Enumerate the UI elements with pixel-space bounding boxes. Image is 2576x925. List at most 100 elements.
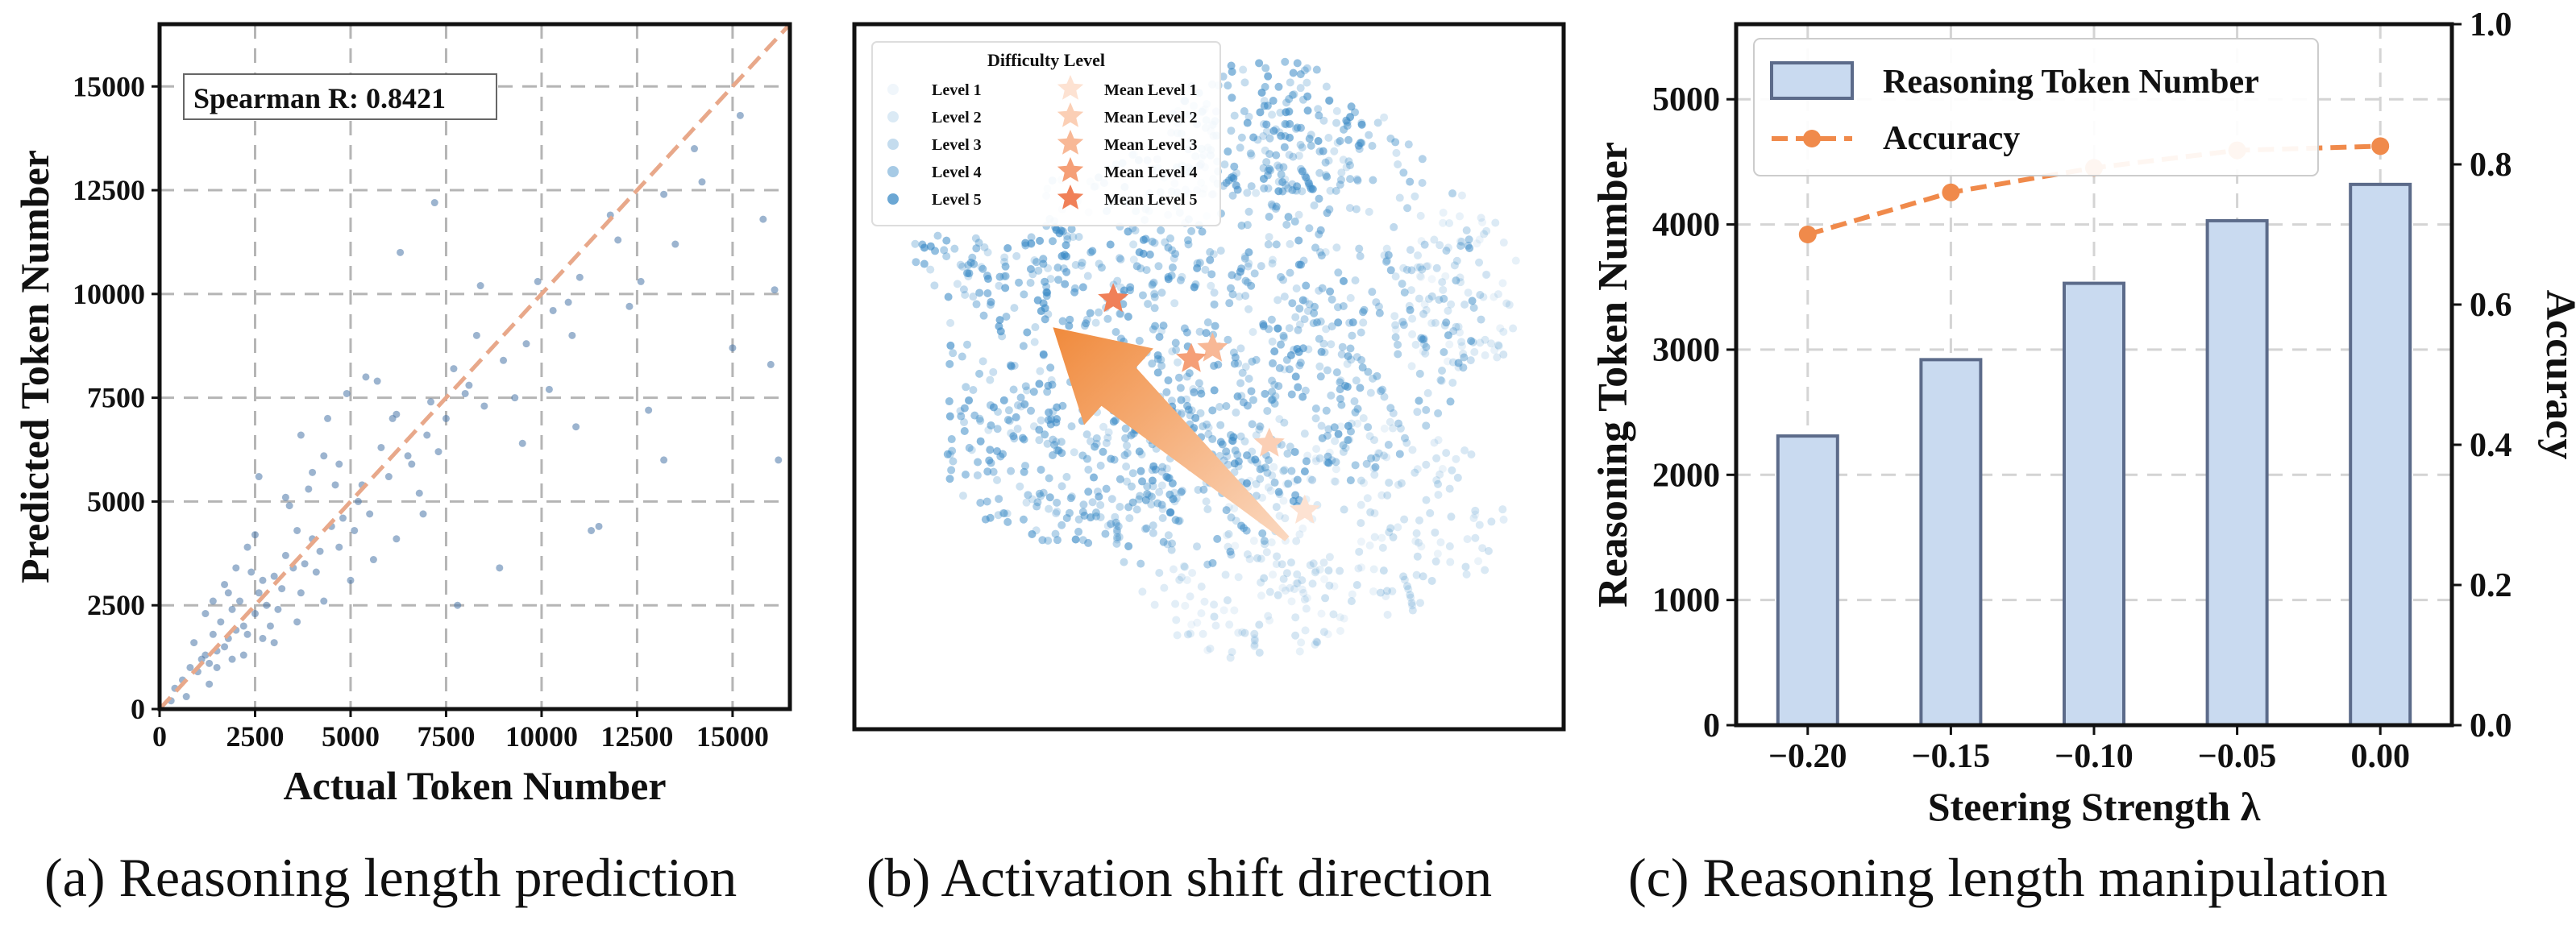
activation-point (1415, 516, 1423, 525)
activation-point (1401, 433, 1410, 442)
activation-point (958, 262, 967, 271)
activation-point (1273, 296, 1282, 305)
activation-point (1103, 521, 1112, 530)
activation-point (1298, 167, 1307, 176)
y2-tick-label: 0.4 (2470, 427, 2512, 464)
activation-point (1001, 262, 1010, 271)
activation-point (1470, 347, 1479, 356)
activation-point (1307, 141, 1315, 150)
activation-point (1400, 575, 1409, 584)
activation-point (1275, 490, 1284, 499)
activation-point (1475, 235, 1484, 244)
activation-point (1343, 359, 1352, 368)
activation-point (1418, 178, 1427, 187)
activation-point (1190, 283, 1199, 292)
activation-point (1390, 312, 1399, 321)
activation-point (1175, 575, 1184, 584)
activation-point (945, 412, 954, 421)
activation-point (1037, 465, 1045, 474)
scatter-point (255, 473, 263, 481)
activation-point (1150, 304, 1159, 313)
activation-point (1224, 503, 1233, 512)
activation-point (1284, 213, 1293, 222)
legend-mean-label: Mean Level 5 (1104, 191, 1198, 209)
activation-point (1230, 162, 1239, 171)
scatter-point (293, 526, 301, 534)
activation-point (1311, 568, 1319, 577)
activation-point (1264, 612, 1273, 620)
activation-point (1129, 255, 1138, 264)
activation-point (1197, 609, 1206, 618)
activation-point (1227, 127, 1236, 135)
activation-point (1327, 295, 1336, 304)
activation-point (1078, 283, 1087, 292)
activation-point (1423, 388, 1432, 397)
activation-point (1067, 422, 1076, 431)
activation-point (1282, 569, 1291, 578)
activation-point (1311, 454, 1320, 463)
activation-point (1261, 389, 1269, 398)
activation-point (994, 408, 1003, 417)
activation-point (1270, 347, 1279, 356)
activation-point (1045, 493, 1054, 502)
activation-point (1285, 151, 1294, 160)
activation-point (1065, 508, 1074, 517)
activation-point (1462, 570, 1471, 579)
activation-point (1438, 464, 1447, 473)
activation-point (1279, 276, 1288, 284)
activation-point (1263, 468, 1272, 477)
activation-point (995, 495, 1003, 504)
activation-point (1295, 647, 1304, 656)
activation-point (1327, 340, 1336, 349)
activation-point (1315, 286, 1323, 295)
activation-point (1490, 292, 1498, 301)
activation-point (1295, 320, 1304, 329)
activation-point (1165, 234, 1174, 243)
activation-point (1406, 286, 1415, 295)
activation-point (1479, 292, 1488, 301)
activation-point (1432, 475, 1441, 484)
activation-point (1264, 240, 1273, 249)
activation-point (1354, 141, 1363, 150)
activation-point (1377, 387, 1386, 396)
activation-point (1243, 118, 1252, 127)
legend-level-marker (887, 166, 899, 177)
activation-point (1356, 384, 1365, 392)
activation-point (1153, 499, 1162, 508)
activation-point (1382, 453, 1391, 462)
activation-point (1268, 337, 1277, 346)
activation-point (1204, 429, 1213, 438)
y-tick-label: 0 (131, 693, 145, 725)
activation-point (1086, 512, 1095, 521)
activation-point (1490, 346, 1499, 355)
activation-point (1264, 166, 1273, 175)
activation-point (1487, 517, 1496, 526)
activation-point (1242, 479, 1251, 487)
activation-point (1143, 482, 1152, 491)
scatter-point (759, 215, 767, 223)
legend-mean-label: Mean Level 1 (1104, 81, 1198, 99)
activation-point (1171, 599, 1180, 608)
activation-point (1179, 562, 1188, 570)
activation-point (1237, 133, 1246, 142)
scatter-point (206, 659, 214, 667)
activation-point (1406, 177, 1415, 186)
activation-point (1009, 432, 1018, 441)
activation-point (1408, 314, 1417, 323)
scatter-point (324, 414, 332, 422)
activation-point (1293, 344, 1302, 353)
activation-point (1270, 380, 1279, 389)
activation-point (1391, 333, 1400, 342)
activation-point (1248, 420, 1257, 429)
activation-point (1135, 447, 1144, 456)
activation-point (1336, 394, 1344, 403)
legend-mean-label: Mean Level 4 (1104, 164, 1198, 181)
activation-point (1444, 331, 1452, 340)
activation-point (1158, 462, 1167, 471)
activation-point (1038, 536, 1047, 545)
activation-point (949, 349, 958, 358)
activation-point (1389, 533, 1398, 541)
activation-point (1419, 340, 1428, 349)
activation-point (1115, 533, 1124, 541)
token-number-bar (1919, 358, 1983, 727)
